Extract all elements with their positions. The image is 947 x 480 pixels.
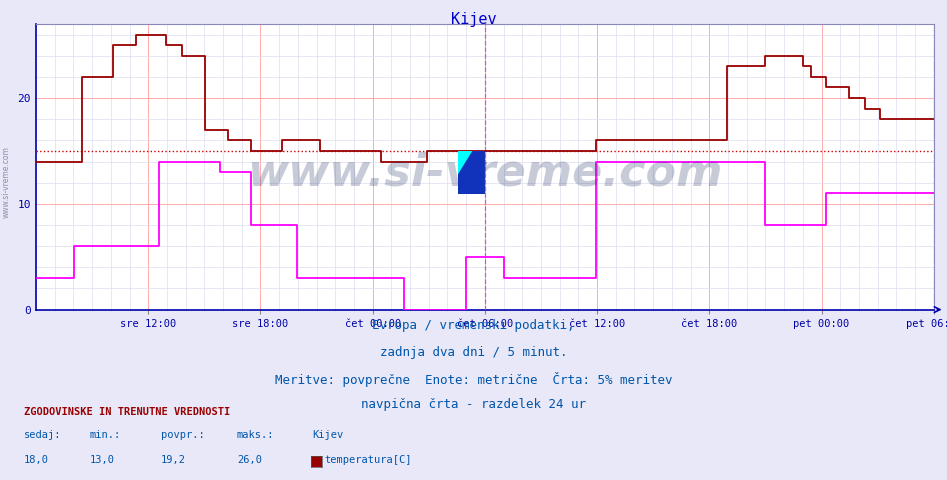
Text: povpr.:: povpr.: (161, 430, 205, 440)
Text: temperatura[C]: temperatura[C] (325, 455, 412, 465)
Text: maks.:: maks.: (237, 430, 275, 440)
Text: ZGODOVINSKE IN TRENUTNE VREDNOSTI: ZGODOVINSKE IN TRENUTNE VREDNOSTI (24, 407, 230, 417)
Polygon shape (458, 151, 473, 175)
Text: www.si-vreme.com: www.si-vreme.com (2, 146, 11, 218)
Text: 26,0: 26,0 (237, 455, 261, 465)
Text: 18,0: 18,0 (24, 455, 48, 465)
Text: navpična črta - razdelek 24 ur: navpična črta - razdelek 24 ur (361, 398, 586, 411)
Text: Kijev: Kijev (313, 430, 344, 440)
Text: Meritve: povprečne  Enote: metrične  Črta: 5% meritev: Meritve: povprečne Enote: metrične Črta:… (275, 372, 672, 387)
Text: 19,2: 19,2 (161, 455, 186, 465)
Text: Kijev: Kijev (451, 12, 496, 27)
Polygon shape (458, 151, 485, 194)
Text: sedaj:: sedaj: (24, 430, 62, 440)
Text: 13,0: 13,0 (90, 455, 115, 465)
Text: www.si-vreme.com: www.si-vreme.com (247, 151, 723, 194)
Text: Evropa / vremenski podatki,: Evropa / vremenski podatki, (372, 319, 575, 332)
Text: zadnja dva dni / 5 minut.: zadnja dva dni / 5 minut. (380, 346, 567, 359)
Text: min.:: min.: (90, 430, 121, 440)
